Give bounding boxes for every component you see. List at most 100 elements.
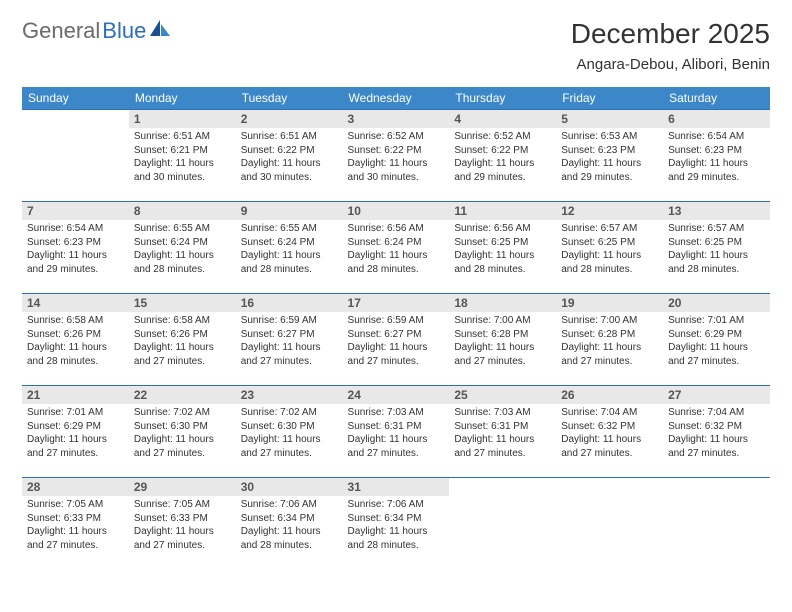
sunset-text: Sunset: 6:27 PM bbox=[241, 328, 338, 342]
sunset-text: Sunset: 6:25 PM bbox=[454, 236, 551, 250]
daylight-text: Daylight: 11 hours and 27 minutes. bbox=[241, 341, 338, 368]
sunset-text: Sunset: 6:34 PM bbox=[348, 512, 445, 526]
daylight-text: Daylight: 11 hours and 30 minutes. bbox=[134, 157, 231, 184]
sunset-text: Sunset: 6:23 PM bbox=[668, 144, 765, 158]
sunrise-text: Sunrise: 6:55 AM bbox=[241, 222, 338, 236]
daylight-text: Daylight: 11 hours and 28 minutes. bbox=[348, 249, 445, 276]
daylight-text: Daylight: 11 hours and 27 minutes. bbox=[134, 341, 231, 368]
day-details: Sunrise: 7:06 AMSunset: 6:34 PMDaylight:… bbox=[236, 496, 343, 556]
brand-word-general: General bbox=[22, 18, 100, 44]
calendar-day-cell: 21Sunrise: 7:01 AMSunset: 6:29 PMDayligh… bbox=[22, 386, 129, 478]
day-details: Sunrise: 7:00 AMSunset: 6:28 PMDaylight:… bbox=[449, 312, 556, 372]
day-details: Sunrise: 6:56 AMSunset: 6:24 PMDaylight:… bbox=[343, 220, 450, 280]
daylight-text: Daylight: 11 hours and 28 minutes. bbox=[668, 249, 765, 276]
daylight-text: Daylight: 11 hours and 27 minutes. bbox=[454, 433, 551, 460]
sunset-text: Sunset: 6:25 PM bbox=[561, 236, 658, 250]
calendar-table: Sunday Monday Tuesday Wednesday Thursday… bbox=[22, 87, 770, 570]
sunset-text: Sunset: 6:22 PM bbox=[348, 144, 445, 158]
calendar-day-cell: 18Sunrise: 7:00 AMSunset: 6:28 PMDayligh… bbox=[449, 294, 556, 386]
sunset-text: Sunset: 6:32 PM bbox=[668, 420, 765, 434]
sunset-text: Sunset: 6:24 PM bbox=[241, 236, 338, 250]
brand-word-blue: Blue bbox=[102, 18, 146, 44]
sunset-text: Sunset: 6:25 PM bbox=[668, 236, 765, 250]
daylight-text: Daylight: 11 hours and 27 minutes. bbox=[134, 433, 231, 460]
location-label: Angara-Debou, Alibori, Benin bbox=[571, 56, 770, 73]
sunrise-text: Sunrise: 7:03 AM bbox=[454, 406, 551, 420]
day-number: 5 bbox=[556, 110, 663, 128]
sunrise-text: Sunrise: 6:53 AM bbox=[561, 130, 658, 144]
sunset-text: Sunset: 6:26 PM bbox=[134, 328, 231, 342]
day-number: 31 bbox=[343, 478, 450, 496]
day-details: Sunrise: 7:04 AMSunset: 6:32 PMDaylight:… bbox=[556, 404, 663, 464]
sunrise-text: Sunrise: 6:58 AM bbox=[27, 314, 124, 328]
sunset-text: Sunset: 6:23 PM bbox=[27, 236, 124, 250]
weekday-header: Friday bbox=[556, 87, 663, 110]
sunset-text: Sunset: 6:27 PM bbox=[348, 328, 445, 342]
day-details: Sunrise: 6:51 AMSunset: 6:21 PMDaylight:… bbox=[129, 128, 236, 188]
day-details: Sunrise: 6:59 AMSunset: 6:27 PMDaylight:… bbox=[343, 312, 450, 372]
calendar-day-cell: 9Sunrise: 6:55 AMSunset: 6:24 PMDaylight… bbox=[236, 202, 343, 294]
sunrise-text: Sunrise: 7:00 AM bbox=[454, 314, 551, 328]
calendar-day-cell: .. bbox=[449, 478, 556, 570]
day-number: 2 bbox=[236, 110, 343, 128]
daylight-text: Daylight: 11 hours and 27 minutes. bbox=[241, 433, 338, 460]
sunrise-text: Sunrise: 6:59 AM bbox=[241, 314, 338, 328]
weekday-header: Wednesday bbox=[343, 87, 450, 110]
sunrise-text: Sunrise: 6:54 AM bbox=[27, 222, 124, 236]
day-details: Sunrise: 7:05 AMSunset: 6:33 PMDaylight:… bbox=[22, 496, 129, 556]
sunset-text: Sunset: 6:23 PM bbox=[561, 144, 658, 158]
sunrise-text: Sunrise: 7:03 AM bbox=[348, 406, 445, 420]
daylight-text: Daylight: 11 hours and 27 minutes. bbox=[561, 341, 658, 368]
day-number: 16 bbox=[236, 294, 343, 312]
day-details: Sunrise: 6:55 AMSunset: 6:24 PMDaylight:… bbox=[129, 220, 236, 280]
calendar-day-cell: 22Sunrise: 7:02 AMSunset: 6:30 PMDayligh… bbox=[129, 386, 236, 478]
title-block: December 2025 Angara-Debou, Alibori, Ben… bbox=[571, 18, 770, 73]
daylight-text: Daylight: 11 hours and 29 minutes. bbox=[454, 157, 551, 184]
day-details: Sunrise: 7:02 AMSunset: 6:30 PMDaylight:… bbox=[236, 404, 343, 464]
day-number: 30 bbox=[236, 478, 343, 496]
sunrise-text: Sunrise: 6:56 AM bbox=[454, 222, 551, 236]
calendar-day-cell: .. bbox=[663, 478, 770, 570]
day-details: Sunrise: 7:05 AMSunset: 6:33 PMDaylight:… bbox=[129, 496, 236, 556]
daylight-text: Daylight: 11 hours and 28 minutes. bbox=[561, 249, 658, 276]
weekday-header: Thursday bbox=[449, 87, 556, 110]
sunrise-text: Sunrise: 6:52 AM bbox=[348, 130, 445, 144]
weekday-header: Saturday bbox=[663, 87, 770, 110]
sunrise-text: Sunrise: 7:01 AM bbox=[27, 406, 124, 420]
day-details: Sunrise: 6:58 AMSunset: 6:26 PMDaylight:… bbox=[129, 312, 236, 372]
calendar-day-cell: 24Sunrise: 7:03 AMSunset: 6:31 PMDayligh… bbox=[343, 386, 450, 478]
sunset-text: Sunset: 6:33 PM bbox=[134, 512, 231, 526]
day-details: Sunrise: 7:01 AMSunset: 6:29 PMDaylight:… bbox=[663, 312, 770, 372]
sunrise-text: Sunrise: 6:58 AM bbox=[134, 314, 231, 328]
daylight-text: Daylight: 11 hours and 28 minutes. bbox=[348, 525, 445, 552]
sunset-text: Sunset: 6:29 PM bbox=[27, 420, 124, 434]
sunset-text: Sunset: 6:30 PM bbox=[134, 420, 231, 434]
calendar-week-row: 14Sunrise: 6:58 AMSunset: 6:26 PMDayligh… bbox=[22, 294, 770, 386]
daylight-text: Daylight: 11 hours and 27 minutes. bbox=[561, 433, 658, 460]
day-number: 21 bbox=[22, 386, 129, 404]
sunrise-text: Sunrise: 6:57 AM bbox=[561, 222, 658, 236]
daylight-text: Daylight: 11 hours and 27 minutes. bbox=[134, 525, 231, 552]
daylight-text: Daylight: 11 hours and 29 minutes. bbox=[27, 249, 124, 276]
daylight-text: Daylight: 11 hours and 28 minutes. bbox=[134, 249, 231, 276]
sunset-text: Sunset: 6:31 PM bbox=[454, 420, 551, 434]
day-details: Sunrise: 6:57 AMSunset: 6:25 PMDaylight:… bbox=[556, 220, 663, 280]
sunset-text: Sunset: 6:24 PM bbox=[134, 236, 231, 250]
day-details: Sunrise: 7:01 AMSunset: 6:29 PMDaylight:… bbox=[22, 404, 129, 464]
sunset-text: Sunset: 6:21 PM bbox=[134, 144, 231, 158]
sunrise-text: Sunrise: 7:06 AM bbox=[241, 498, 338, 512]
sunrise-text: Sunrise: 6:51 AM bbox=[134, 130, 231, 144]
daylight-text: Daylight: 11 hours and 29 minutes. bbox=[668, 157, 765, 184]
daylight-text: Daylight: 11 hours and 27 minutes. bbox=[27, 525, 124, 552]
daylight-text: Daylight: 11 hours and 28 minutes. bbox=[241, 249, 338, 276]
calendar-week-row: 21Sunrise: 7:01 AMSunset: 6:29 PMDayligh… bbox=[22, 386, 770, 478]
day-number: 14 bbox=[22, 294, 129, 312]
sunset-text: Sunset: 6:24 PM bbox=[348, 236, 445, 250]
month-title: December 2025 bbox=[571, 18, 770, 50]
day-details: Sunrise: 6:54 AMSunset: 6:23 PMDaylight:… bbox=[22, 220, 129, 280]
sunrise-text: Sunrise: 7:01 AM bbox=[668, 314, 765, 328]
day-number: 20 bbox=[663, 294, 770, 312]
day-number: 28 bbox=[22, 478, 129, 496]
calendar-day-cell: 3Sunrise: 6:52 AMSunset: 6:22 PMDaylight… bbox=[343, 110, 450, 202]
calendar-day-cell: .. bbox=[556, 478, 663, 570]
